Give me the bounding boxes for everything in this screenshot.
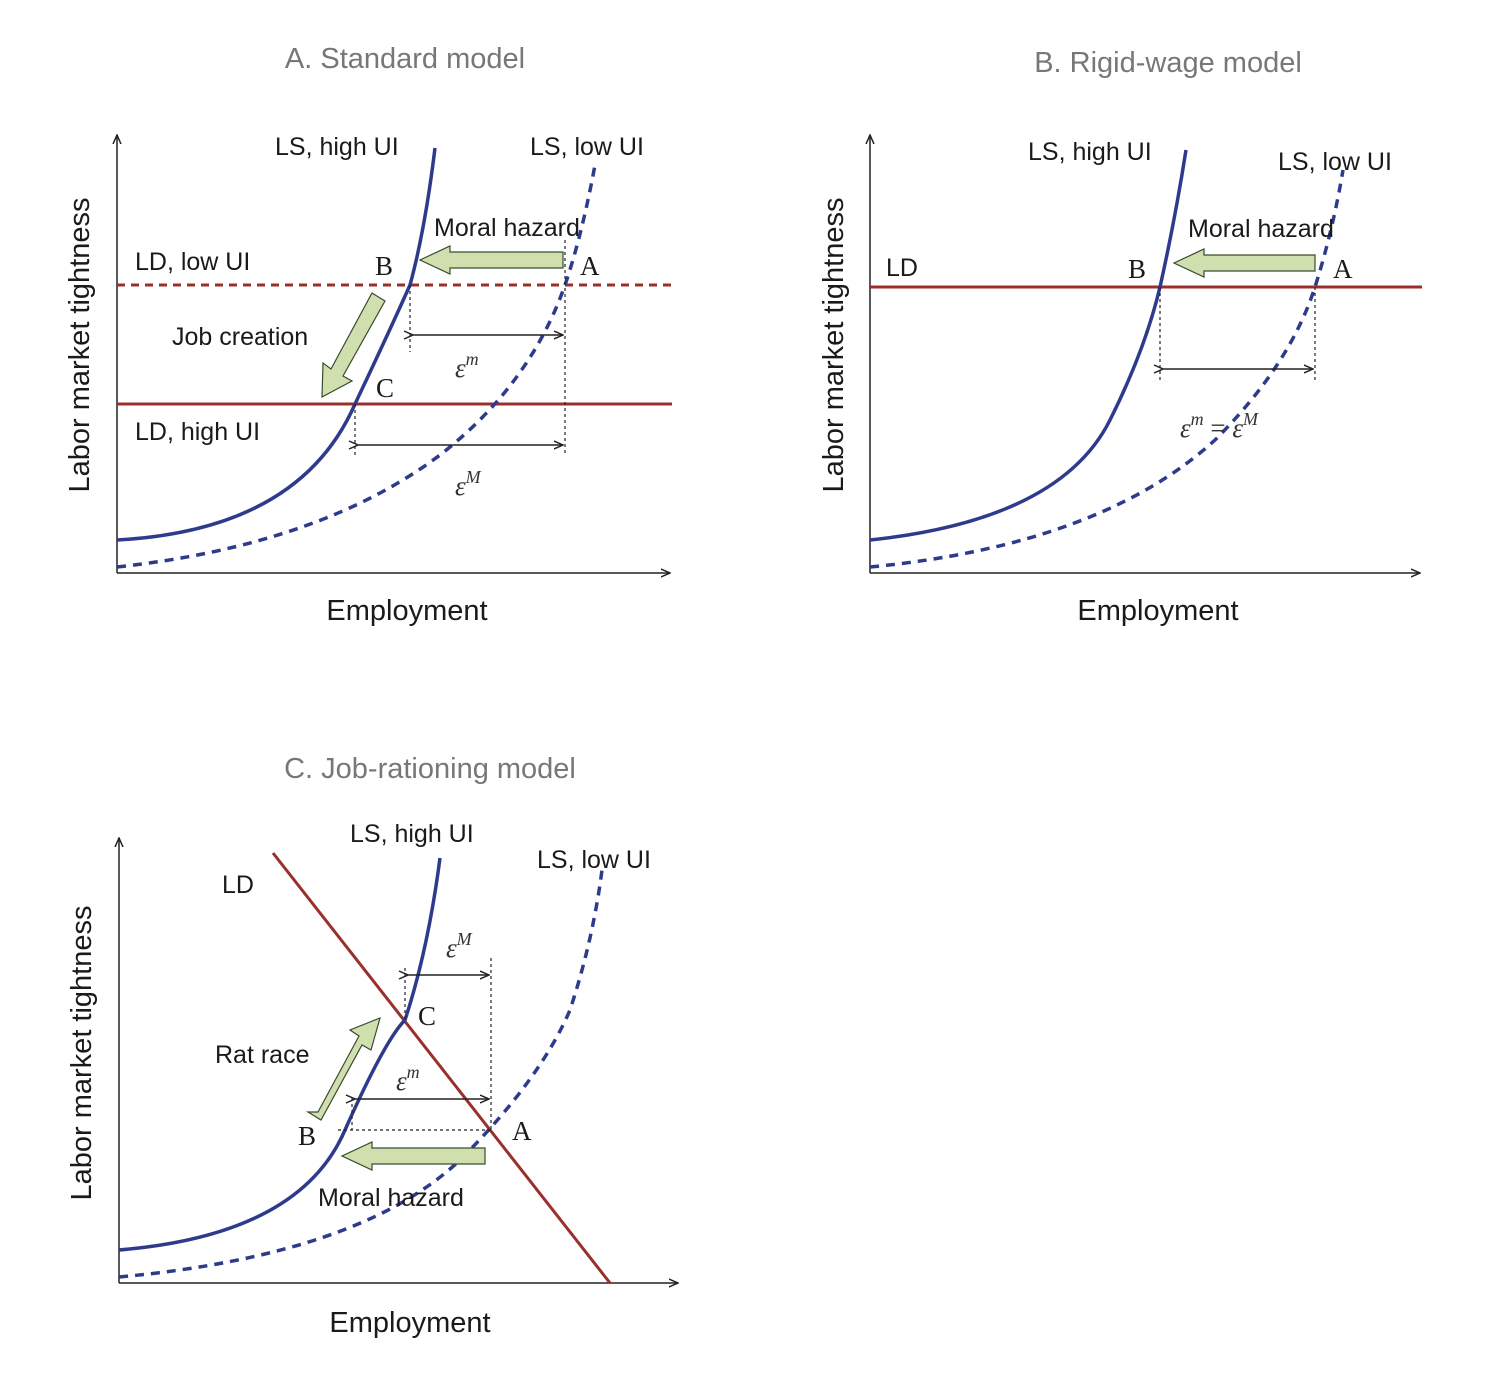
ls-low-ui-label: LS, low UI: [530, 133, 644, 161]
ls-high-ui-label: LS, high UI: [350, 820, 474, 848]
eps-m-label: εm: [396, 1062, 420, 1096]
panel-b: B. Rigid-wage model Employment Labor mar…: [818, 47, 1422, 627]
rat-race-label: Rat race: [215, 1041, 309, 1069]
y-axis-label: Labor market tightness: [66, 906, 98, 1201]
eps-M-label: εM: [446, 929, 473, 963]
eps-M-label: εM: [455, 467, 482, 501]
point-b-label: B: [1128, 254, 1146, 284]
ld-label: LD: [886, 254, 918, 282]
panel-a: A. Standard model Employment Labor marke…: [64, 43, 672, 627]
moral-hazard-arrow: [340, 1141, 486, 1171]
point-c-label: C: [418, 1001, 436, 1031]
ls-high-ui-curve: [869, 149, 1188, 542]
ls-low-ui-curve: [118, 869, 604, 1279]
ls-low-ui-label: LS, low UI: [1278, 148, 1392, 176]
ld-low-ui-label: LD, low UI: [135, 248, 250, 276]
moral-hazard-label: Moral hazard: [318, 1184, 464, 1212]
ls-low-ui-curve: [869, 169, 1345, 569]
point-c-label: C: [376, 373, 394, 403]
eps-equal-label: εm = εM: [1180, 409, 1259, 443]
ld-line: [271, 852, 612, 1284]
ld-label: LD: [222, 871, 254, 899]
x-axis-label: Employment: [1077, 595, 1238, 627]
panel-c: C. Job-rationing model Employment Labor …: [66, 753, 678, 1339]
moral-hazard-arrow: [1172, 248, 1316, 278]
panel-b-title: B. Rigid-wage model: [1034, 47, 1302, 79]
panel-a-title: A. Standard model: [285, 43, 525, 75]
ls-high-ui-curve: [118, 857, 442, 1252]
ls-low-ui-label: LS, low UI: [537, 846, 651, 874]
point-a-label: A: [1333, 254, 1353, 284]
x-axis-label: Employment: [326, 595, 487, 627]
y-axis-label: Labor market tightness: [818, 198, 850, 493]
panel-c-title: C. Job-rationing model: [284, 753, 576, 785]
rat-race-arrow: [305, 1016, 381, 1121]
ld-high-ui-label: LD, high UI: [135, 418, 260, 446]
ls-low-ui-curve: [116, 164, 597, 569]
eps-m-label: εm: [455, 349, 479, 383]
ls-high-ui-label: LS, high UI: [1028, 138, 1152, 166]
ls-high-ui-label: LS, high UI: [275, 133, 399, 161]
y-axis-label: Labor market tightness: [64, 198, 96, 493]
moral-hazard-arrow: [418, 245, 564, 275]
point-a-label: A: [580, 251, 600, 281]
point-b-label: B: [375, 251, 393, 281]
ls-high-ui-curve: [116, 147, 437, 542]
moral-hazard-label: Moral hazard: [1188, 215, 1334, 243]
point-a-label: A: [512, 1116, 532, 1146]
x-axis-label: Employment: [329, 1307, 490, 1339]
job-creation-arrow: [321, 292, 386, 399]
moral-hazard-label: Moral hazard: [434, 214, 580, 242]
job-creation-label: Job creation: [172, 323, 308, 351]
point-b-label: B: [298, 1121, 316, 1151]
